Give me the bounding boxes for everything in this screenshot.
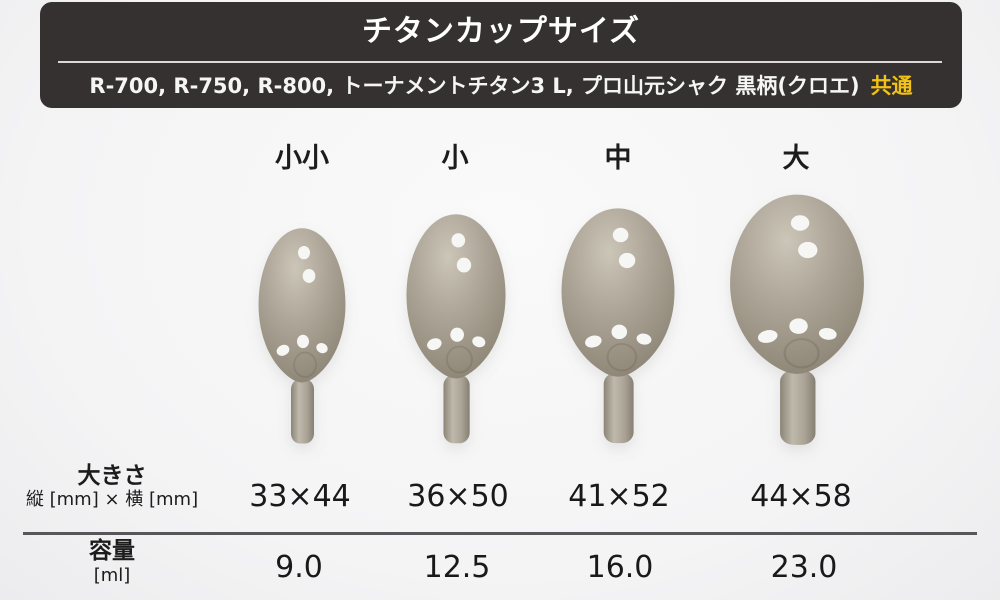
compatible-models: R-700, R-750, R-800, トーナメントチタン3 L, プロ山元シ… <box>40 73 962 99</box>
capacity-value-s: 12.5 <box>423 550 491 585</box>
header-panel: チタンカップサイズ R-700, R-750, R-800, トーナメントチタン… <box>40 2 962 108</box>
capacity-value-xs: 9.0 <box>275 550 323 585</box>
size-value-m: 41×52 <box>568 479 670 514</box>
cup-photo-xs <box>257 227 347 445</box>
common-badge: 共通 <box>870 74 913 98</box>
header-divider <box>58 61 942 63</box>
column-label-m: 中 <box>604 143 632 174</box>
size-value-xs: 33×44 <box>249 479 351 514</box>
cup-photo-m <box>560 207 676 445</box>
capacity-row-label: 容量 <box>89 538 135 564</box>
size-row-unit: 縦 [mm] × 横 [mm] <box>25 489 199 510</box>
capacity-value-l: 23.0 <box>770 550 838 585</box>
size-value-l: 44×58 <box>750 479 852 514</box>
compatible-models-list: R-700, R-750, R-800, トーナメントチタン3 L, プロ山元シ… <box>89 74 860 98</box>
column-label-xs: 小小 <box>275 143 329 174</box>
table-divider <box>23 532 977 535</box>
capacity-value-m: 16.0 <box>586 550 654 585</box>
page-title: チタンカップサイズ <box>361 14 641 49</box>
capacity-row-unit: [ml] <box>93 565 131 586</box>
column-label-l: 大 <box>782 143 810 174</box>
size-row-label: 大きさ <box>77 463 147 489</box>
cup-photo-s <box>405 213 507 445</box>
column-label-s: 小 <box>441 143 469 174</box>
size-value-s: 36×50 <box>407 479 509 514</box>
cup-photo-l <box>728 193 866 447</box>
